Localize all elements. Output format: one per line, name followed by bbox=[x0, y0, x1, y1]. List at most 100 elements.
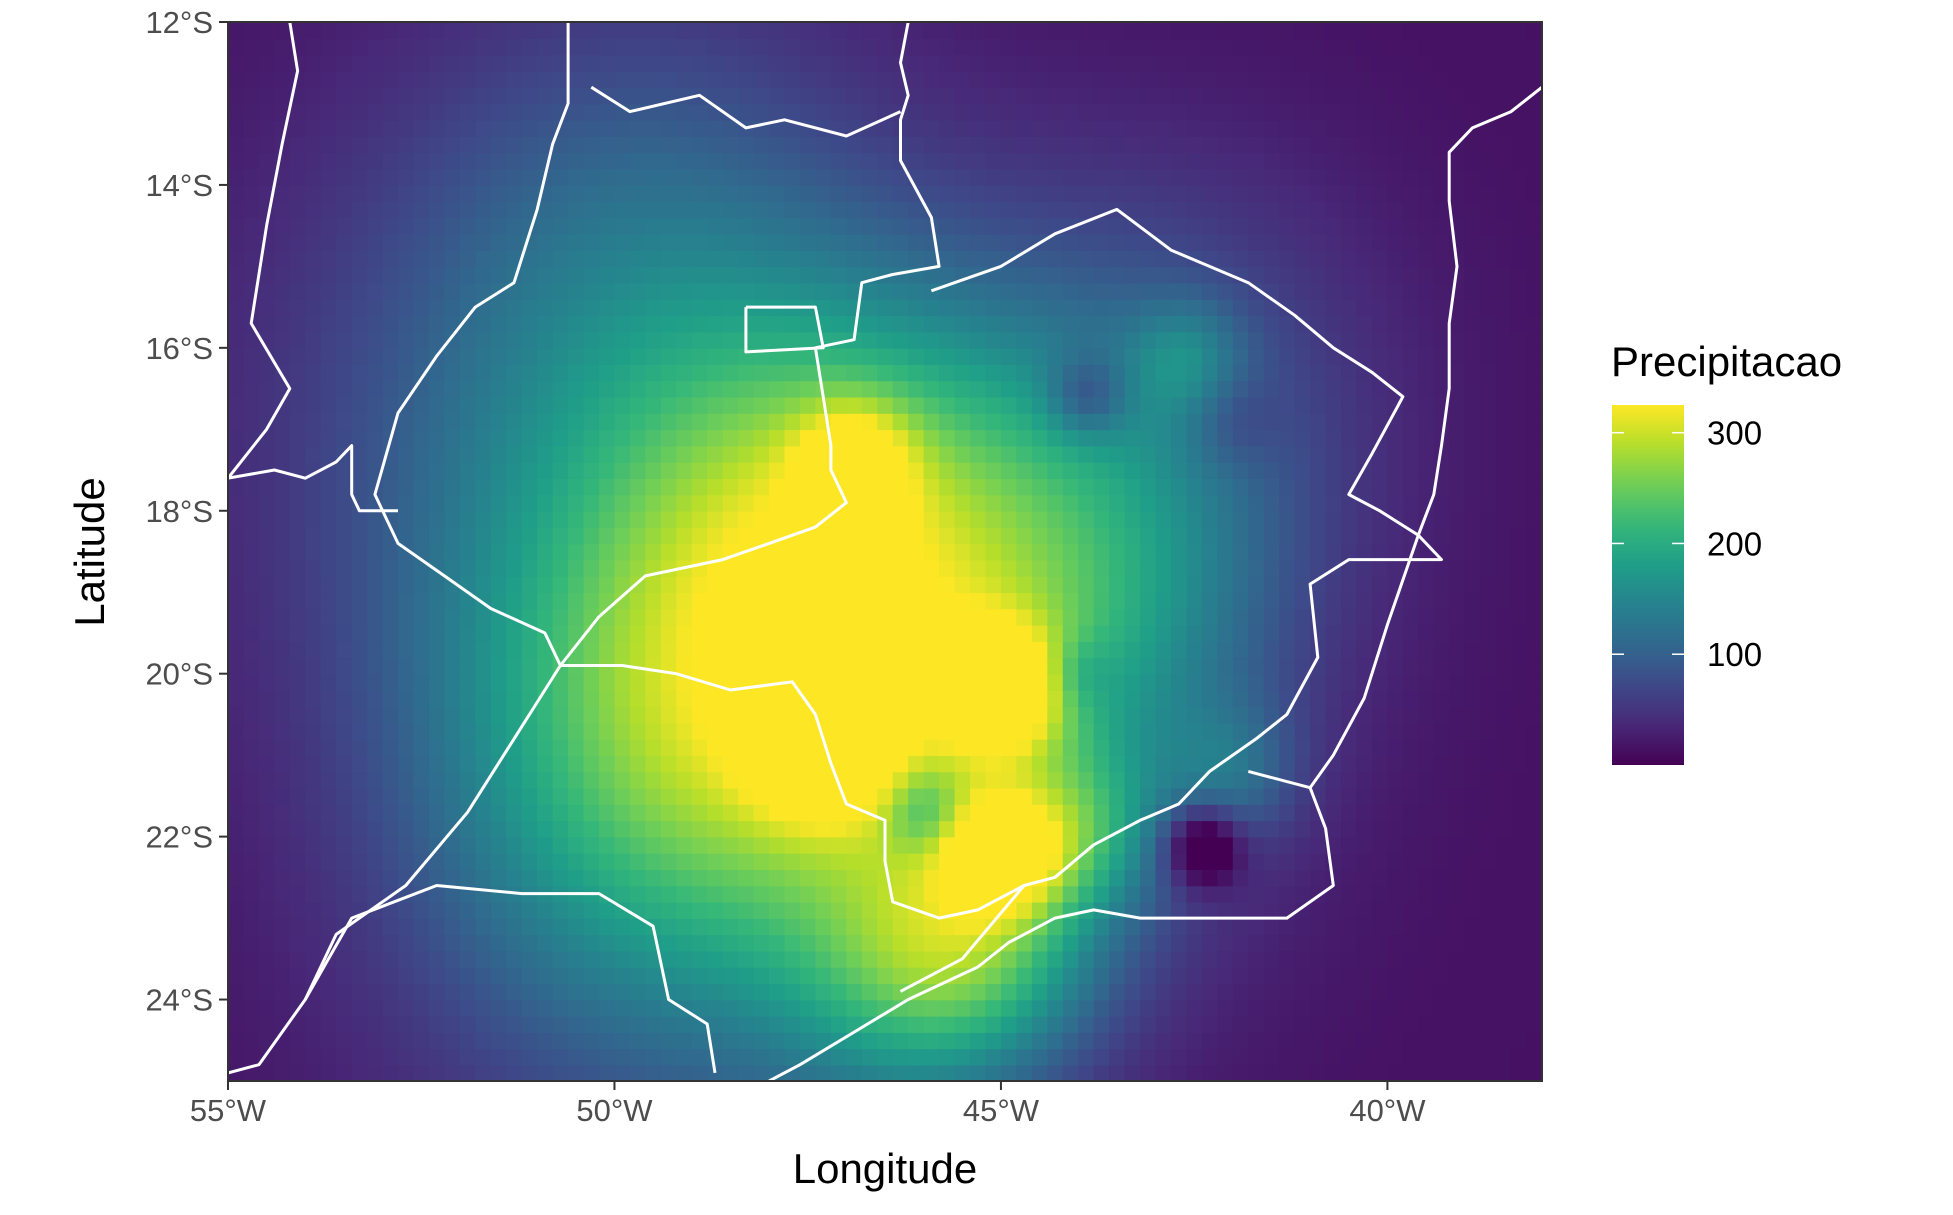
heatmap-cell bbox=[1294, 38, 1311, 56]
heatmap-cell bbox=[398, 673, 415, 691]
heatmap-cell bbox=[691, 136, 709, 154]
heatmap-cell bbox=[1155, 592, 1172, 610]
heatmap-cell bbox=[1294, 755, 1311, 773]
heatmap-cell bbox=[1263, 152, 1280, 170]
heatmap-cell bbox=[1387, 38, 1404, 56]
heatmap-cell bbox=[1031, 266, 1049, 284]
heatmap-cell bbox=[1294, 201, 1311, 219]
heatmap-cell bbox=[614, 689, 631, 708]
heatmap-cell bbox=[614, 1064, 631, 1081]
heatmap-cell bbox=[228, 315, 245, 333]
heatmap-cell bbox=[1000, 298, 1018, 317]
heatmap-cell bbox=[490, 315, 508, 333]
heatmap-cell bbox=[1047, 1032, 1064, 1050]
heatmap-cell bbox=[939, 706, 956, 724]
heatmap-cell bbox=[939, 461, 956, 479]
heatmap-cell bbox=[1387, 804, 1404, 822]
heatmap-cell bbox=[367, 266, 384, 284]
heatmap-cell bbox=[1325, 673, 1342, 691]
heatmap-cell bbox=[1170, 755, 1188, 773]
heatmap-cell bbox=[892, 559, 909, 577]
heatmap-cell bbox=[444, 608, 461, 626]
heatmap-cell bbox=[985, 999, 1002, 1017]
heatmap-cell bbox=[954, 901, 971, 919]
heatmap-cell bbox=[738, 22, 755, 40]
heatmap-cell bbox=[846, 250, 863, 268]
heatmap-cell bbox=[351, 1048, 368, 1066]
heatmap-cell bbox=[413, 250, 430, 268]
heatmap-cell bbox=[521, 331, 538, 349]
heatmap-cell bbox=[289, 918, 307, 936]
heatmap-cell bbox=[908, 771, 925, 789]
heatmap-cell bbox=[243, 820, 260, 838]
heatmap-cell bbox=[877, 217, 894, 235]
heatmap-cell bbox=[537, 22, 554, 40]
heatmap-cell bbox=[1371, 869, 1389, 887]
heatmap-cell bbox=[769, 950, 786, 968]
heatmap-cell bbox=[568, 592, 585, 610]
heatmap-cell bbox=[614, 836, 631, 854]
heatmap-cell bbox=[815, 771, 832, 789]
heatmap-cell bbox=[1031, 315, 1049, 333]
heatmap-cell bbox=[1170, 364, 1188, 382]
heatmap-cell bbox=[707, 575, 724, 594]
heatmap-cell bbox=[1263, 54, 1280, 72]
heatmap-cell bbox=[1217, 22, 1234, 40]
heatmap-cell bbox=[707, 168, 724, 186]
heatmap-cell bbox=[1000, 38, 1018, 56]
heatmap-cell bbox=[629, 70, 647, 88]
heatmap-cell bbox=[722, 136, 739, 154]
heatmap-cell bbox=[351, 820, 368, 838]
heatmap-cell bbox=[1062, 983, 1080, 1001]
heatmap-cell bbox=[1263, 527, 1280, 545]
heatmap-cell bbox=[1217, 201, 1234, 219]
heatmap-cell bbox=[722, 445, 739, 463]
heatmap-cell bbox=[892, 396, 909, 414]
heatmap-cell bbox=[1047, 298, 1064, 317]
heatmap-cell bbox=[1078, 820, 1095, 838]
heatmap-cell bbox=[676, 70, 693, 88]
heatmap-cell bbox=[336, 641, 353, 659]
plot-panel bbox=[227, 21, 1543, 1082]
heatmap-cell bbox=[1294, 119, 1311, 137]
heatmap-cell bbox=[428, 543, 446, 561]
heatmap-cell bbox=[289, 103, 307, 121]
heatmap-cell bbox=[1279, 70, 1296, 88]
heatmap-cell bbox=[691, 820, 709, 838]
heatmap-cell bbox=[1232, 331, 1250, 349]
heatmap-cell bbox=[970, 168, 987, 186]
heatmap-cell bbox=[568, 429, 585, 447]
heatmap-cell bbox=[413, 429, 430, 447]
heatmap-cell bbox=[351, 1032, 368, 1050]
heatmap-cell bbox=[475, 103, 492, 121]
heatmap-cell bbox=[1402, 217, 1420, 235]
heatmap-cell bbox=[1000, 331, 1018, 349]
heatmap-cell bbox=[769, 706, 786, 724]
heatmap-cell bbox=[629, 445, 647, 463]
heatmap-cell bbox=[1000, 266, 1018, 284]
heatmap-cell bbox=[830, 950, 848, 968]
heatmap-cell bbox=[799, 950, 817, 968]
heatmap-cell bbox=[568, 804, 585, 822]
heatmap-cell bbox=[707, 54, 724, 72]
heatmap-cell bbox=[243, 331, 260, 349]
heatmap-cell bbox=[1078, 673, 1095, 691]
heatmap-cell bbox=[274, 217, 291, 235]
heatmap-cell bbox=[1232, 950, 1250, 968]
heatmap-cell bbox=[830, 22, 848, 40]
heatmap-cell bbox=[769, 722, 786, 740]
heatmap-cell bbox=[846, 641, 863, 659]
heatmap-cell bbox=[939, 266, 956, 284]
heatmap-cell bbox=[1341, 901, 1358, 919]
heatmap-cell bbox=[877, 478, 894, 496]
heatmap-cell bbox=[892, 1032, 909, 1050]
heatmap-cell bbox=[985, 413, 1002, 431]
heatmap-cell bbox=[243, 983, 260, 1001]
heatmap-cell bbox=[1155, 70, 1172, 88]
heatmap-cell bbox=[1124, 22, 1141, 40]
heatmap-cell bbox=[289, 315, 307, 333]
heatmap-cell bbox=[769, 445, 786, 463]
heatmap-cell bbox=[939, 608, 956, 626]
heatmap-cell bbox=[629, 836, 647, 854]
heatmap-cell bbox=[336, 152, 353, 170]
